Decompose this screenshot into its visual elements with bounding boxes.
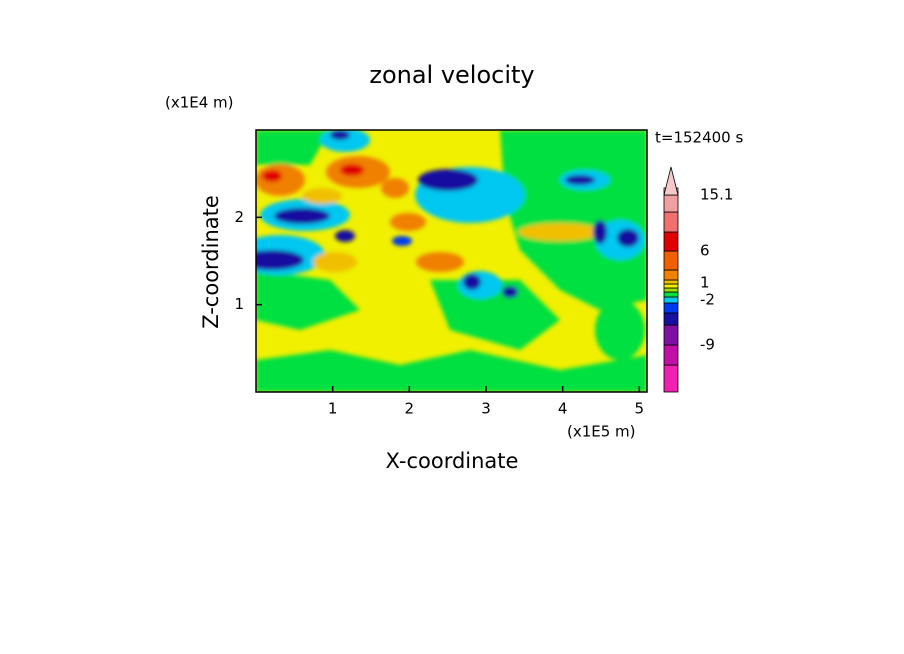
axes: 1 2 3 4 5 1 2 — [234, 208, 644, 418]
field-patch — [256, 270, 360, 330]
contour-field — [256, 130, 647, 392]
plot-frame — [255, 129, 648, 393]
x-tick-label: 5 — [635, 400, 645, 418]
field-patch — [256, 130, 330, 165]
colorbar-segment — [663, 291, 679, 298]
field-patch — [518, 223, 602, 241]
colorbar-segment — [663, 287, 679, 293]
colorbar-segment — [663, 231, 679, 252]
x-tick-label: 2 — [405, 400, 415, 418]
field-patch — [302, 188, 342, 204]
field-patch — [381, 178, 409, 198]
x-tick-label: 4 — [558, 400, 568, 418]
y-axis-label: Z-coordinate — [199, 195, 223, 329]
field-patch — [502, 286, 518, 298]
field-patch — [595, 300, 645, 360]
field-patch — [390, 213, 426, 231]
field-patch — [274, 208, 330, 224]
field-patch — [430, 280, 560, 350]
colorbar-label: -9 — [700, 336, 715, 354]
x-unit: (x1E5 m) — [567, 423, 636, 441]
colorbar-segment — [663, 296, 679, 304]
field-patch — [313, 252, 357, 272]
field-patch — [418, 169, 478, 191]
chart-title: zonal velocity — [369, 61, 534, 89]
colorbar-label: 1 — [700, 274, 710, 292]
field-patch — [416, 252, 464, 272]
field-patch — [617, 229, 639, 247]
field-patch — [262, 170, 282, 182]
field-patch — [330, 130, 350, 140]
y-tick-label: 2 — [234, 208, 244, 226]
x-axis-label: X-coordinate — [386, 449, 519, 473]
x-tick-label: 3 — [481, 400, 491, 418]
time-label: t=152400 s — [655, 129, 743, 147]
colorbar-segment — [663, 302, 679, 314]
field-patch — [256, 350, 647, 392]
colorbar: 15.1 6 1-2 -9 — [663, 166, 733, 393]
colorbar-segment — [663, 250, 679, 271]
field-patch — [500, 130, 647, 310]
y-tick-label: 1 — [234, 295, 244, 313]
colorbar-label: 6 — [700, 242, 710, 260]
field-patch — [463, 274, 481, 290]
field-patch — [256, 250, 304, 270]
field-patch — [256, 164, 305, 196]
field-patch — [335, 230, 355, 242]
field-patch — [565, 175, 595, 185]
colorbar-segment — [663, 364, 679, 393]
x-tick-label: 1 — [328, 400, 338, 418]
field-patch — [340, 164, 364, 176]
colorbar-segment — [663, 211, 679, 233]
colorbar-segment — [663, 194, 679, 213]
colorbar-label: -2 — [700, 291, 715, 309]
field-patch — [593, 220, 607, 244]
colorbar-segment — [663, 283, 679, 289]
colorbar-segment — [663, 279, 679, 285]
colorbar-segment — [663, 312, 679, 326]
field-patch — [392, 236, 412, 246]
colorbar-segment — [663, 269, 679, 281]
colorbar-segment — [663, 344, 679, 366]
colorbar-segment — [663, 324, 679, 346]
field-patches — [256, 130, 647, 392]
colorbar-label: 15.1 — [700, 186, 733, 204]
colorbar-arrow — [663, 166, 679, 196]
y-unit: (x1E4 m) — [165, 94, 234, 112]
